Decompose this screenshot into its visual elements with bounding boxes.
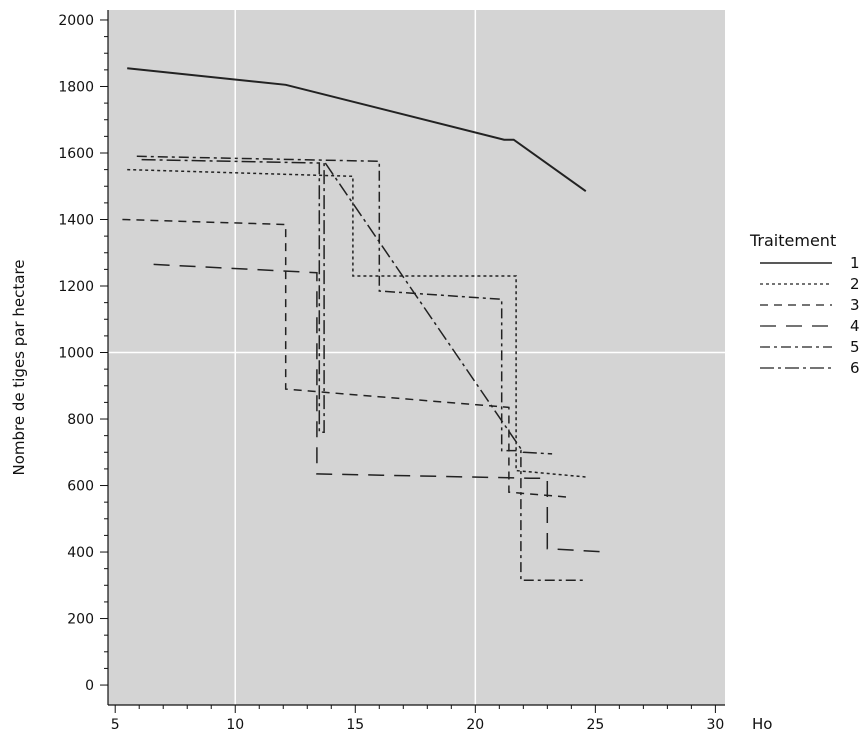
axes: 0 200 400 600 800 1000 1200 1400 1600 1800 2000 5 10… [58,10,725,733]
y-tick-label-0: 0 [85,678,94,694]
x-tick-label-30: 30 [706,717,724,733]
series-line-2 [127,168,589,478]
series-line-5 [136,155,586,582]
series-line-1 [127,67,587,193]
y-tick-label-1200: 1200 [58,279,94,295]
x-tick-label-25: 25 [586,717,604,733]
series-lines [122,67,608,582]
legend-label-2: 2 [850,275,860,293]
y-tick-label-1000: 1000 [58,346,94,362]
grid-lines [108,10,725,705]
legend: Traitement 1 2 3 4 5 6 [749,231,860,377]
y-tick-label-1600: 1600 [58,146,94,162]
plot-area [108,10,725,705]
y-tick-label-2000: 2000 [58,13,94,29]
x-axis-title: Ho [752,715,772,733]
x-tick-label-15: 15 [346,717,364,733]
y-tick-label-400: 400 [67,545,94,561]
series-line-4 [153,263,608,553]
y-axis-title: Nombre de tiges par hectare [10,259,28,475]
y-tick-label-600: 600 [67,479,94,495]
legend-label-5: 5 [850,338,860,356]
legend-label-3: 3 [850,296,860,314]
legend-label-1: 1 [850,254,860,272]
x-tick-label-10: 10 [226,717,244,733]
legend-label-4: 4 [850,317,860,335]
y-tick-label-200: 200 [67,612,94,628]
y-tick-label-1400: 1400 [58,212,94,228]
y-tick-label-800: 800 [67,412,94,428]
y-tick-label-1800: 1800 [58,79,94,95]
x-tick-label-5: 5 [111,717,120,733]
legend-label-6: 6 [850,359,860,377]
legend-title: Traitement [749,231,836,250]
series-line-3 [122,218,569,498]
x-tick-label-20: 20 [466,717,484,733]
series-line-6 [141,158,553,455]
